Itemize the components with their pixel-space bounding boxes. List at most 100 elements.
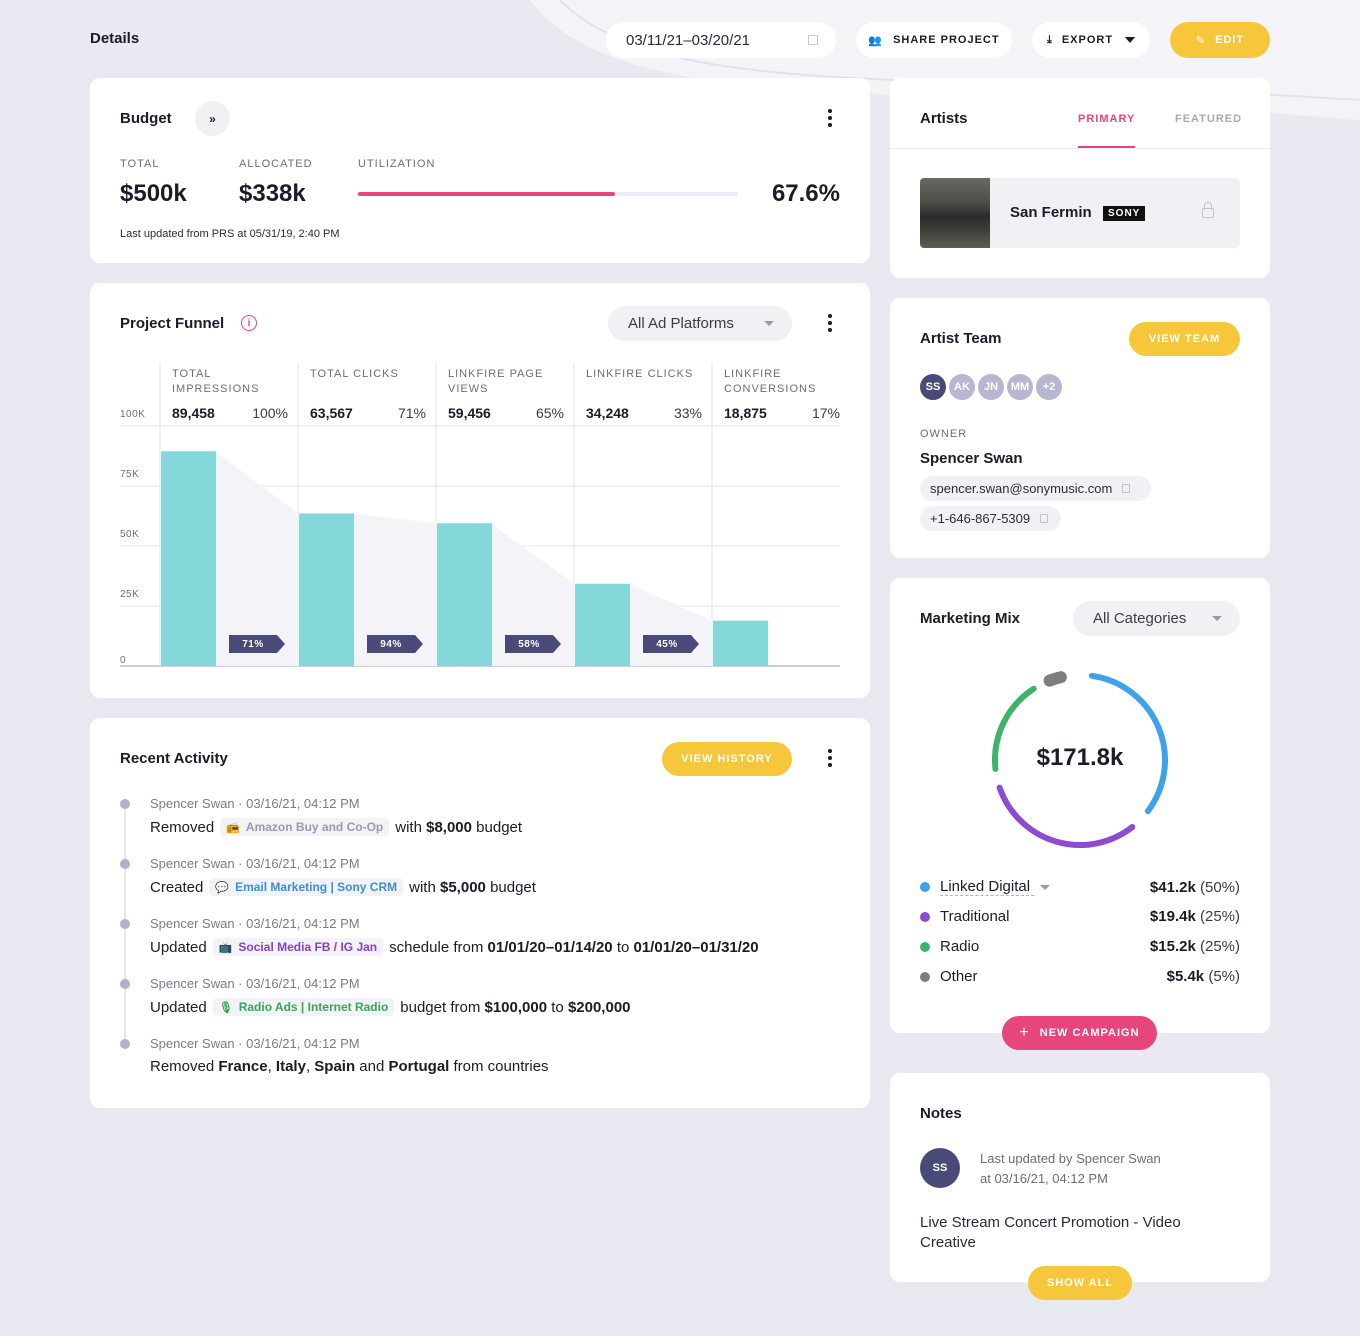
copy-icon[interactable] xyxy=(1122,484,1131,493)
activity-text: Removed France, Italy, Spain and Portuga… xyxy=(150,1058,549,1075)
share-project-button[interactable]: 👥 SHARE PROJECT xyxy=(856,22,1012,58)
donut-slice-radio xyxy=(992,685,1037,772)
team-member-avatar[interactable]: MM xyxy=(1005,372,1035,402)
notes-updated-line1: Last updated by Spencer Swan xyxy=(980,1151,1161,1166)
show-all-button[interactable]: SHOW ALL xyxy=(1028,1266,1132,1300)
owner-name: Spencer Swan xyxy=(920,450,1023,467)
lock-icon xyxy=(1202,208,1214,218)
funnel-bar xyxy=(161,451,216,666)
edit-button[interactable]: ✎ EDIT xyxy=(1170,22,1270,58)
team-member-avatar[interactable]: AK xyxy=(947,372,977,402)
view-team-button[interactable]: VIEW TEAM xyxy=(1129,322,1240,356)
date-range-picker[interactable]: 03/11/21–03/20/21 xyxy=(606,22,836,58)
activity-meta: Spencer Swan · 03/16/21, 04:12 PM xyxy=(150,856,360,871)
legend-row: Other $5.4k (5%) xyxy=(920,968,1240,985)
legend-percent: (5%) xyxy=(1204,968,1240,985)
ad-platform-value: All Ad Platforms xyxy=(628,315,734,332)
team-member-avatar[interactable]: JN xyxy=(976,372,1006,402)
activity-text-part: from countries xyxy=(453,1058,549,1075)
timeline-dot xyxy=(120,1039,130,1049)
timeline-dot xyxy=(120,859,130,869)
team-member-avatar[interactable]: SS xyxy=(918,372,948,402)
conversion-rate-tag: 45% xyxy=(643,635,699,653)
timeline-dot xyxy=(120,979,130,989)
legend-name: Linked Digital xyxy=(940,878,1035,896)
chevron-down-icon xyxy=(764,321,774,326)
date-range-value: 03/11/21–03/20/21 xyxy=(626,31,751,49)
new-campaign-button[interactable]: + NEW CAMPAIGN xyxy=(1002,1016,1157,1050)
artist-team-title: Artist Team xyxy=(920,330,1002,347)
activity-meta: Spencer Swan · 03/16/21, 04:12 PM xyxy=(150,976,360,991)
tab-primary-underline xyxy=(1078,146,1135,148)
legend-dot xyxy=(920,882,930,892)
collapse-button[interactable]: » xyxy=(195,101,230,136)
activity-text-part: with xyxy=(395,818,422,836)
tab-primary[interactable]: PRIMARY xyxy=(1078,113,1136,125)
legend-value: $19.4k (25%) xyxy=(1150,908,1240,925)
funnel-bar xyxy=(575,583,630,666)
activity-verb: Updated xyxy=(150,998,207,1016)
activity-menu-button[interactable] xyxy=(820,748,840,768)
category-select[interactable]: All Categories xyxy=(1073,601,1240,636)
export-button[interactable]: ⤓ EXPORT xyxy=(1032,22,1150,58)
project-funnel-title: Project Funnel xyxy=(120,315,225,332)
donut-slice-linked-digital xyxy=(1088,672,1168,815)
utilization-value: 67.6% xyxy=(771,180,840,207)
artists-divider xyxy=(890,148,1270,149)
donut-slice-other xyxy=(1043,671,1067,687)
funnel-column-percent: 17% xyxy=(811,405,840,421)
activity-text-part: to xyxy=(551,998,564,1016)
lock-shackle xyxy=(1204,202,1212,209)
funnel-bar xyxy=(713,620,768,666)
funnel-column-percent: 71% xyxy=(397,405,426,421)
activity-text-part: and xyxy=(359,1058,385,1075)
owner-email-chip[interactable]: spencer.swan@sonymusic.com xyxy=(920,476,1151,501)
budget-menu-button[interactable] xyxy=(820,108,840,128)
category-select-value: All Categories xyxy=(1093,610,1187,627)
funnel-column-value: 18,875 xyxy=(724,405,767,421)
notes-body: Live Stream Concert Promotion - Video Cr… xyxy=(920,1214,1181,1251)
recent-activity-title: Recent Activity xyxy=(120,750,228,767)
view-history-button[interactable]: VIEW HISTORY xyxy=(662,742,792,776)
activity-verb: Created xyxy=(150,878,204,896)
campaign-tag[interactable]: 📺 Social Media FB / IG Jan xyxy=(212,938,384,956)
share-project-label: SHARE PROJECT xyxy=(893,34,1000,46)
info-icon[interactable]: i xyxy=(241,315,257,331)
campaign-tag-label: Email Marketing | Sony CRM xyxy=(235,880,398,894)
activity-text: Updated 📺 Social Media FB / IG Jan schedule… xyxy=(150,938,759,956)
legend-value: $5.4k (5%) xyxy=(1167,968,1240,985)
campaign-tag[interactable]: 💬 Email Marketing | Sony CRM xyxy=(209,878,404,896)
tab-featured[interactable]: FEATURED xyxy=(1175,113,1243,125)
owner-email: spencer.swan@sonymusic.com xyxy=(930,481,1113,496)
chevron-down-icon xyxy=(1125,37,1136,43)
ad-platform-select[interactable]: All Ad Platforms xyxy=(608,306,792,341)
legend-percent: (25%) xyxy=(1195,938,1240,955)
activity-text: Created 💬 Email Marketing | Sony CRM with $… xyxy=(150,878,536,896)
legend-dot xyxy=(920,941,930,952)
activity-text-part: budget xyxy=(490,878,536,896)
activity-value: $5,000 xyxy=(440,878,486,896)
campaign-tag[interactable]: 🎙 Radio Ads | Internet Radio xyxy=(212,998,395,1016)
chevron-down-icon[interactable] xyxy=(1040,884,1051,890)
funnel-menu-button[interactable] xyxy=(820,313,840,333)
timeline-dot xyxy=(120,799,130,809)
copy-icon[interactable] xyxy=(1040,514,1049,523)
double-chevron-down-icon: » xyxy=(209,111,216,126)
y-tick-label: 100K xyxy=(120,409,146,420)
edit-label: EDIT xyxy=(1215,34,1245,46)
team-member-avatar[interactable]: +2 xyxy=(1034,372,1064,402)
artist-row[interactable]: San Fermin SONY xyxy=(920,178,1240,248)
activity-verb: Removed xyxy=(150,1058,215,1075)
total-value: $500k xyxy=(120,180,187,207)
owner-phone-chip[interactable]: +1-646-867-5309 xyxy=(920,506,1061,531)
campaign-tag[interactable]: 📻 Amazon Buy and Co-Op xyxy=(220,818,390,836)
activity-value: Italy xyxy=(275,1058,306,1075)
conversion-rate-tag: 58% xyxy=(505,635,561,653)
funnel-column-percent: 65% xyxy=(535,405,564,421)
y-tick-label: 75K xyxy=(120,469,140,480)
funnel-column-label: LINKFIRE CLICKS xyxy=(586,368,694,380)
activity-text-part: budget from xyxy=(400,998,481,1016)
legend-row: Traditional $19.4k (25%) xyxy=(920,908,1240,925)
legend-name: Traditional xyxy=(940,908,1010,925)
legend-row[interactable]: Linked Digital $41.2k (50%) xyxy=(920,878,1240,896)
